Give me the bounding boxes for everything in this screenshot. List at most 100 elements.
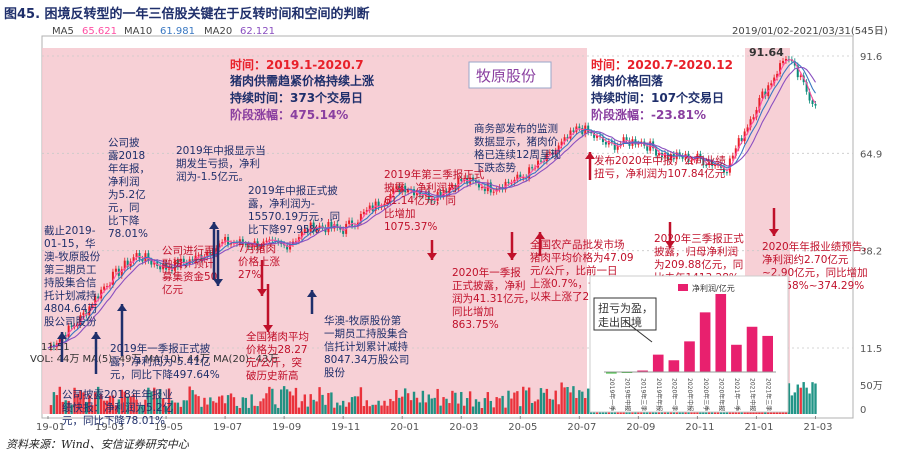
candle-body xyxy=(445,191,448,194)
volume-bar xyxy=(557,404,560,414)
candle-body xyxy=(79,315,82,325)
volume-bar xyxy=(468,391,472,414)
candle-body xyxy=(563,137,566,142)
candle-body xyxy=(386,202,389,204)
candle-body xyxy=(430,199,433,201)
event-arrowhead-1 xyxy=(117,304,127,311)
volume-bar xyxy=(336,402,339,414)
volume-bar xyxy=(297,407,301,414)
svg-text:阶段涨幅：-23.81%: 阶段涨幅：-23.81% xyxy=(591,107,706,122)
volume-tick-50: 50万 xyxy=(860,381,883,392)
volume-bar xyxy=(61,401,64,414)
volume-bar xyxy=(256,406,259,414)
volume-bar xyxy=(294,387,298,414)
volume-bar xyxy=(229,393,233,414)
volume-bar xyxy=(108,395,112,414)
volume-bar xyxy=(442,397,445,414)
volume-bar xyxy=(418,402,422,414)
volume-bar xyxy=(805,387,808,414)
candle-body xyxy=(97,296,100,299)
figure-title: 图45. 困境反转型的一年三倍股关键在于反转时间和空间的判断 xyxy=(4,7,370,22)
annotation-15-line-3: 8047.34万股公司 xyxy=(324,354,409,366)
candle-body xyxy=(814,103,817,106)
annotation-12-line-0: 2020年年报业绩预告， xyxy=(762,240,873,253)
source-note: 资料来源：Wind、安信证券研究中心 xyxy=(6,438,189,451)
volume-bar xyxy=(563,387,566,414)
volume-bar xyxy=(147,387,150,414)
annotation-2-line-1: 期发生亏损，净利 xyxy=(176,157,260,170)
volume-bar xyxy=(105,400,109,414)
candle-body xyxy=(368,205,371,211)
candle-body xyxy=(519,174,522,179)
candle-body xyxy=(625,137,628,141)
candle-body xyxy=(761,91,764,98)
volume-bar xyxy=(91,405,94,414)
volume-bar xyxy=(330,392,333,414)
volume-bar xyxy=(144,399,147,414)
svg-text:猪肉供需趋紧价格持续上涨: 猪肉供需趋紧价格持续上涨 xyxy=(229,73,374,88)
event-arrowhead-7 xyxy=(507,253,517,260)
candle-body xyxy=(669,153,672,160)
volume-legend: VOL: 44万 MA(5): 49万 MA(10): 44万 MA(20): … xyxy=(30,354,278,365)
volume-bar xyxy=(291,395,295,414)
volume-bar xyxy=(548,398,552,414)
volume-bar xyxy=(129,396,132,414)
volume-bar xyxy=(200,406,203,414)
annotation-0-line-1: 01-15，华 xyxy=(44,237,96,250)
volume-bar xyxy=(350,397,354,414)
candle-body xyxy=(755,109,758,118)
volume-bar xyxy=(303,394,307,414)
candle-body xyxy=(67,325,70,338)
volume-bar xyxy=(401,396,404,414)
candle-body xyxy=(241,239,244,244)
volume-bar xyxy=(132,394,135,414)
volume-bar xyxy=(477,401,481,414)
volume-bar xyxy=(374,404,377,414)
candle-body xyxy=(460,178,463,181)
x-tick-label-2: 19-05 xyxy=(154,422,183,433)
volume-bar xyxy=(111,395,115,414)
candle-body xyxy=(250,246,253,248)
candle-body xyxy=(480,187,483,189)
candle-body xyxy=(690,159,693,162)
annotation-7-line-0: 商务部发布的监测 xyxy=(474,122,558,135)
volume-bar xyxy=(554,390,557,414)
annotation-4-line-1: 融资，预计 xyxy=(162,257,215,270)
annotation-6-line-3: 比增加 xyxy=(384,207,416,220)
volume-bar xyxy=(88,395,91,414)
ma5-legend-label: MA5 xyxy=(52,26,74,37)
candle-body xyxy=(153,262,156,265)
volume-bar xyxy=(209,397,212,414)
inset-category-3: 2019年年报 xyxy=(655,378,663,411)
candle-body xyxy=(537,160,540,168)
high-marker: 91.64 xyxy=(749,46,784,59)
candle-body xyxy=(758,97,761,110)
candle-body xyxy=(622,137,625,144)
annotation-13-line-2: 元，同比下降497.64% xyxy=(110,368,220,381)
x-tick-label-8: 20-05 xyxy=(508,422,537,433)
candle-body xyxy=(224,236,227,243)
candle-body xyxy=(566,137,569,139)
candle-body xyxy=(123,260,126,270)
volume-bar xyxy=(197,396,200,414)
candle-body xyxy=(793,61,796,66)
volume-bar xyxy=(403,388,407,414)
candle-body xyxy=(590,132,593,134)
x-tick-label-5: 19-11 xyxy=(331,422,360,433)
candle-body xyxy=(557,145,560,151)
annotation-0-line-2: 澳-牧原股份 xyxy=(44,250,101,263)
candle-body xyxy=(773,77,776,84)
candle-body xyxy=(342,229,345,234)
volume-bar xyxy=(126,396,129,414)
stock-name-box xyxy=(468,61,552,89)
volume-bar xyxy=(533,401,537,414)
inset-net-profit-chart: 净利润/亿元 扭亏为盈， 走出困境 2019年一季 2019年中报 2019年三季 2… xyxy=(589,275,789,413)
chevron-icon[interactable]: ‹› xyxy=(875,27,883,38)
volume-bar xyxy=(238,407,242,414)
candle-body xyxy=(106,286,109,288)
candle-body xyxy=(206,252,209,257)
candle-body xyxy=(312,222,315,232)
volume-bar xyxy=(64,400,67,414)
volume-bar xyxy=(427,394,430,414)
candle-body xyxy=(280,242,283,245)
